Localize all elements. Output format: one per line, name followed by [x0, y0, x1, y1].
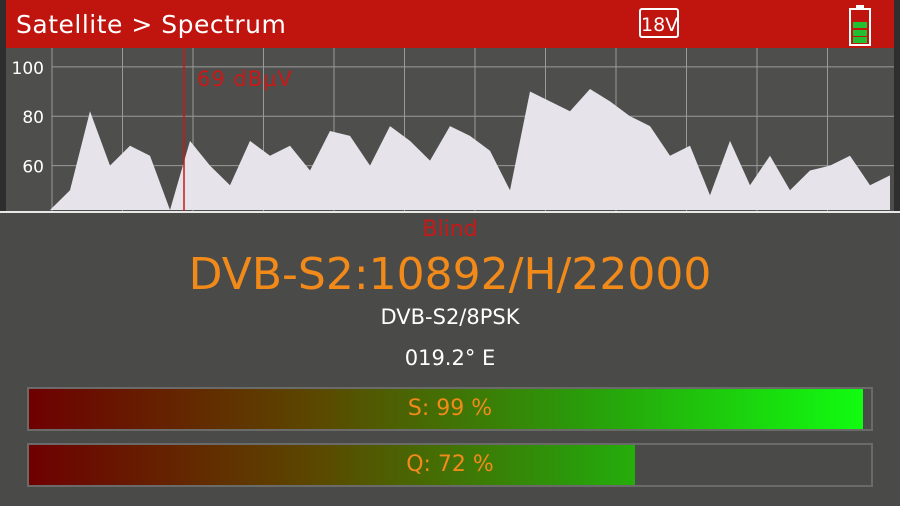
header: Satellite > Spectrum 18V — [6, 0, 894, 48]
y-tick-label: 80 — [22, 108, 44, 128]
battery-icon — [849, 5, 871, 46]
level-gradient — [29, 389, 863, 429]
title: Satellite > Spectrum — [16, 10, 287, 39]
level-gradient — [29, 445, 636, 485]
level-fill — [29, 445, 636, 485]
level-bar: Q: 72 % — [27, 443, 873, 487]
channel: DVB-S2:10892/H/22000 — [188, 249, 712, 300]
y-tick-label: 60 — [22, 158, 44, 178]
level-bar: S: 99 % — [27, 387, 873, 431]
modulation: DVB-S2/8PSK — [380, 305, 520, 329]
orbital-position: 019.2° E — [404, 346, 496, 370]
marker-label: 69 dBµV — [197, 67, 293, 91]
lnb-voltage: 18V — [639, 8, 679, 38]
info-panel: Blind DVB-S2:10892/H/22000 DVB-S2/8PSK 0… — [0, 211, 900, 506]
scan-mode: Blind — [422, 217, 478, 242]
level-label: Q: 72 % — [406, 452, 494, 477]
level-fill — [29, 389, 863, 429]
y-tick-label: 100 — [12, 59, 44, 79]
spectrum-chart: 60 80 100 69 dBµV — [6, 48, 894, 212]
spectrum-area — [10, 89, 890, 210]
level-label: S: 99 % — [407, 396, 493, 421]
